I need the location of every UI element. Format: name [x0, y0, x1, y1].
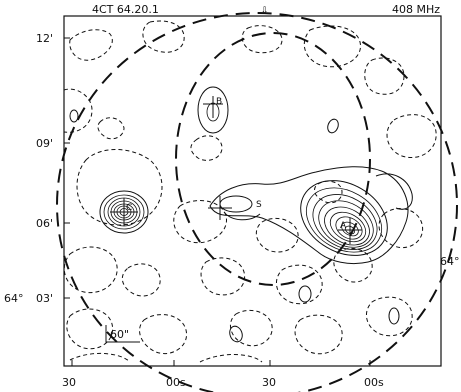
- y-tick-label: 09': [36, 137, 53, 150]
- negative-contours: [63, 20, 437, 363]
- source-label-c: C: [126, 203, 132, 213]
- dec-degree-label-left: 64°: [4, 292, 24, 305]
- dec-degree-label-right: 64°: [440, 255, 460, 268]
- y-tick-label: 12': [36, 32, 53, 45]
- source-label-s: S: [256, 200, 262, 210]
- minor-solid-contours: [69, 109, 400, 343]
- y-tick-label: 03': [36, 292, 53, 305]
- frequency-label: 408 MHz: [392, 3, 440, 16]
- map-frame: [63, 15, 442, 367]
- x-tick-label: 30: [62, 376, 76, 389]
- scale-bar-label: 60": [110, 328, 129, 341]
- x-tick-label: 00s: [166, 376, 186, 389]
- source-label-b: B: [216, 97, 222, 107]
- top-center-mark: ⇩: [261, 6, 269, 16]
- x-tick-label: 00s: [364, 376, 384, 389]
- x-axis: 30 00s 30 00s: [62, 360, 384, 389]
- scale-bar: 60": [105, 325, 140, 343]
- x-tick-label: 30: [262, 376, 276, 389]
- source-b-contours: [197, 86, 229, 134]
- y-axis: 12' 09' 06' 03': [36, 32, 70, 305]
- y-tick-label: 06': [36, 217, 53, 230]
- field-name-label: 4CT 64.20.1: [92, 3, 159, 16]
- inner-beam-circle: [175, 32, 371, 286]
- source-label-a: A: [340, 221, 347, 231]
- primary-beam-circle: [56, 12, 458, 392]
- source-a-s-contours: [208, 166, 413, 265]
- source-c-contours: [99, 190, 149, 234]
